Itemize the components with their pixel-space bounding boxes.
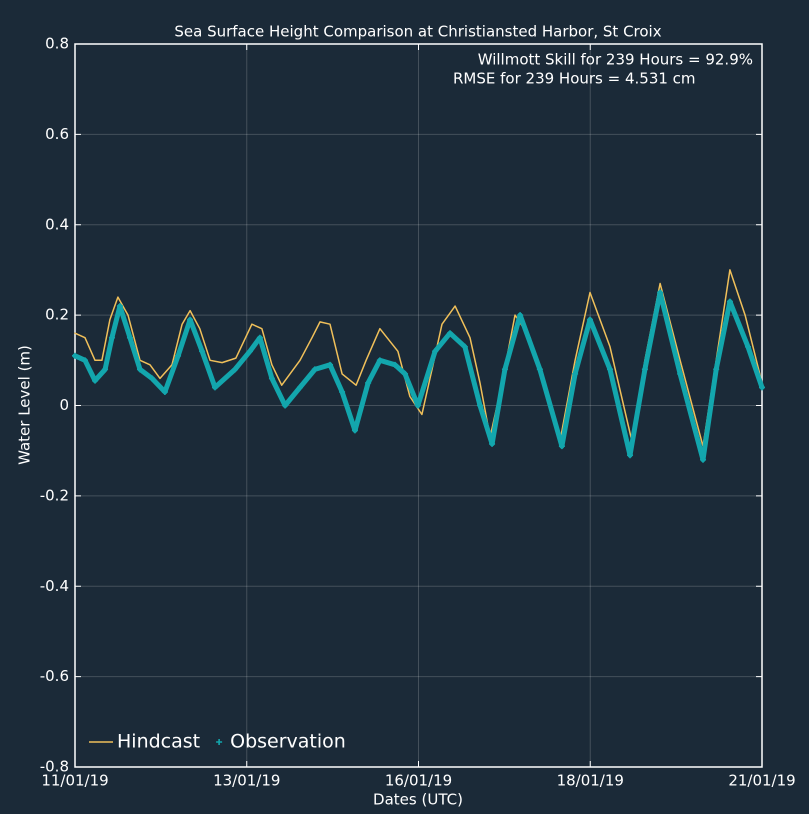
- observation-marker: [327, 361, 334, 368]
- observation-marker: [726, 298, 733, 305]
- observation-marker: [744, 343, 751, 350]
- observation-marker: [627, 452, 634, 459]
- y-tick-label: 0.6: [45, 125, 69, 143]
- observation-marker: [759, 384, 765, 391]
- observation-line: [72, 290, 765, 463]
- y-tick-label: 0: [59, 396, 69, 414]
- observation-marker: [92, 377, 99, 384]
- plot-frame: [74, 43, 763, 768]
- y-tick-label: -0.4: [40, 577, 69, 595]
- observation-marker: [536, 366, 543, 373]
- observation-marker: [339, 388, 346, 395]
- observation-marker: [187, 316, 194, 323]
- x-tick-label: 16/01/19: [385, 772, 452, 790]
- observation-marker: [102, 366, 109, 373]
- y-tick-label: 0.4: [45, 215, 69, 233]
- observation-marker: [116, 303, 123, 310]
- observation-marker: [72, 352, 78, 359]
- observation-marker: [82, 357, 89, 364]
- x-tick-label: 18/01/19: [557, 772, 624, 790]
- observation-marker: [586, 316, 593, 323]
- observation-marker: [232, 366, 239, 373]
- y-tick-label: -0.2: [40, 486, 69, 504]
- observation-marker: [677, 370, 684, 377]
- y-tick-label: -0.8: [40, 758, 69, 776]
- observation-marker: [489, 440, 496, 447]
- observation-marker: [136, 366, 143, 373]
- observation-marker: [700, 456, 707, 463]
- observation-marker: [558, 443, 565, 450]
- observation-marker: [268, 375, 275, 382]
- observation-marker: [296, 384, 303, 391]
- y-tick-label: 0.2: [45, 306, 69, 324]
- observation-marker: [607, 366, 614, 373]
- hindcast-line: [74, 269, 763, 447]
- observation-marker: [477, 402, 484, 409]
- observation-marker: [414, 402, 421, 409]
- observation-marker: [351, 427, 358, 434]
- chart-title: Sea Surface Height Comparison at Christi…: [174, 23, 661, 41]
- observation-marker: [713, 366, 720, 373]
- y-tick-label: 0.8: [45, 35, 69, 53]
- observation-marker: [149, 375, 156, 382]
- observation-marker: [517, 312, 524, 319]
- x-tick-label: 21/01/19: [728, 772, 795, 790]
- observation-marker: [365, 379, 372, 386]
- observation-marker: [175, 352, 182, 359]
- x-axis-label: Dates (UTC): [373, 791, 463, 809]
- observation-marker: [376, 357, 383, 364]
- observation-marker: [446, 330, 453, 337]
- legend-label: Observation: [230, 731, 346, 753]
- annotation: Willmott Skill for 239 Hours = 92.9%: [478, 51, 753, 69]
- observation-marker: [657, 289, 664, 296]
- observation-marker: [108, 334, 115, 341]
- legend-marker: [216, 739, 223, 745]
- observation-marker: [211, 384, 218, 391]
- observation-marker: [501, 366, 508, 373]
- observation-marker: [311, 366, 318, 373]
- x-tick-label: 13/01/19: [213, 772, 280, 790]
- annotation: RMSE for 239 Hours = 4.531 cm: [453, 70, 696, 88]
- y-tick-label: -0.6: [40, 667, 69, 685]
- observation-marker: [161, 388, 168, 395]
- observation-marker: [256, 334, 263, 341]
- observation-marker: [282, 402, 289, 409]
- observation-marker: [461, 343, 468, 350]
- legend-label: Hindcast: [117, 731, 200, 753]
- observation-marker: [246, 348, 253, 355]
- observation-marker: [641, 366, 648, 373]
- x-tick-label: 11/01/19: [41, 772, 108, 790]
- observation-marker: [432, 348, 439, 355]
- observation-marker: [572, 370, 579, 377]
- y-axis-label: Water Level (m): [16, 345, 34, 465]
- observation-marker: [392, 361, 399, 368]
- observation-marker: [126, 334, 133, 341]
- observation-marker: [199, 348, 206, 355]
- observation-marker: [402, 370, 409, 377]
